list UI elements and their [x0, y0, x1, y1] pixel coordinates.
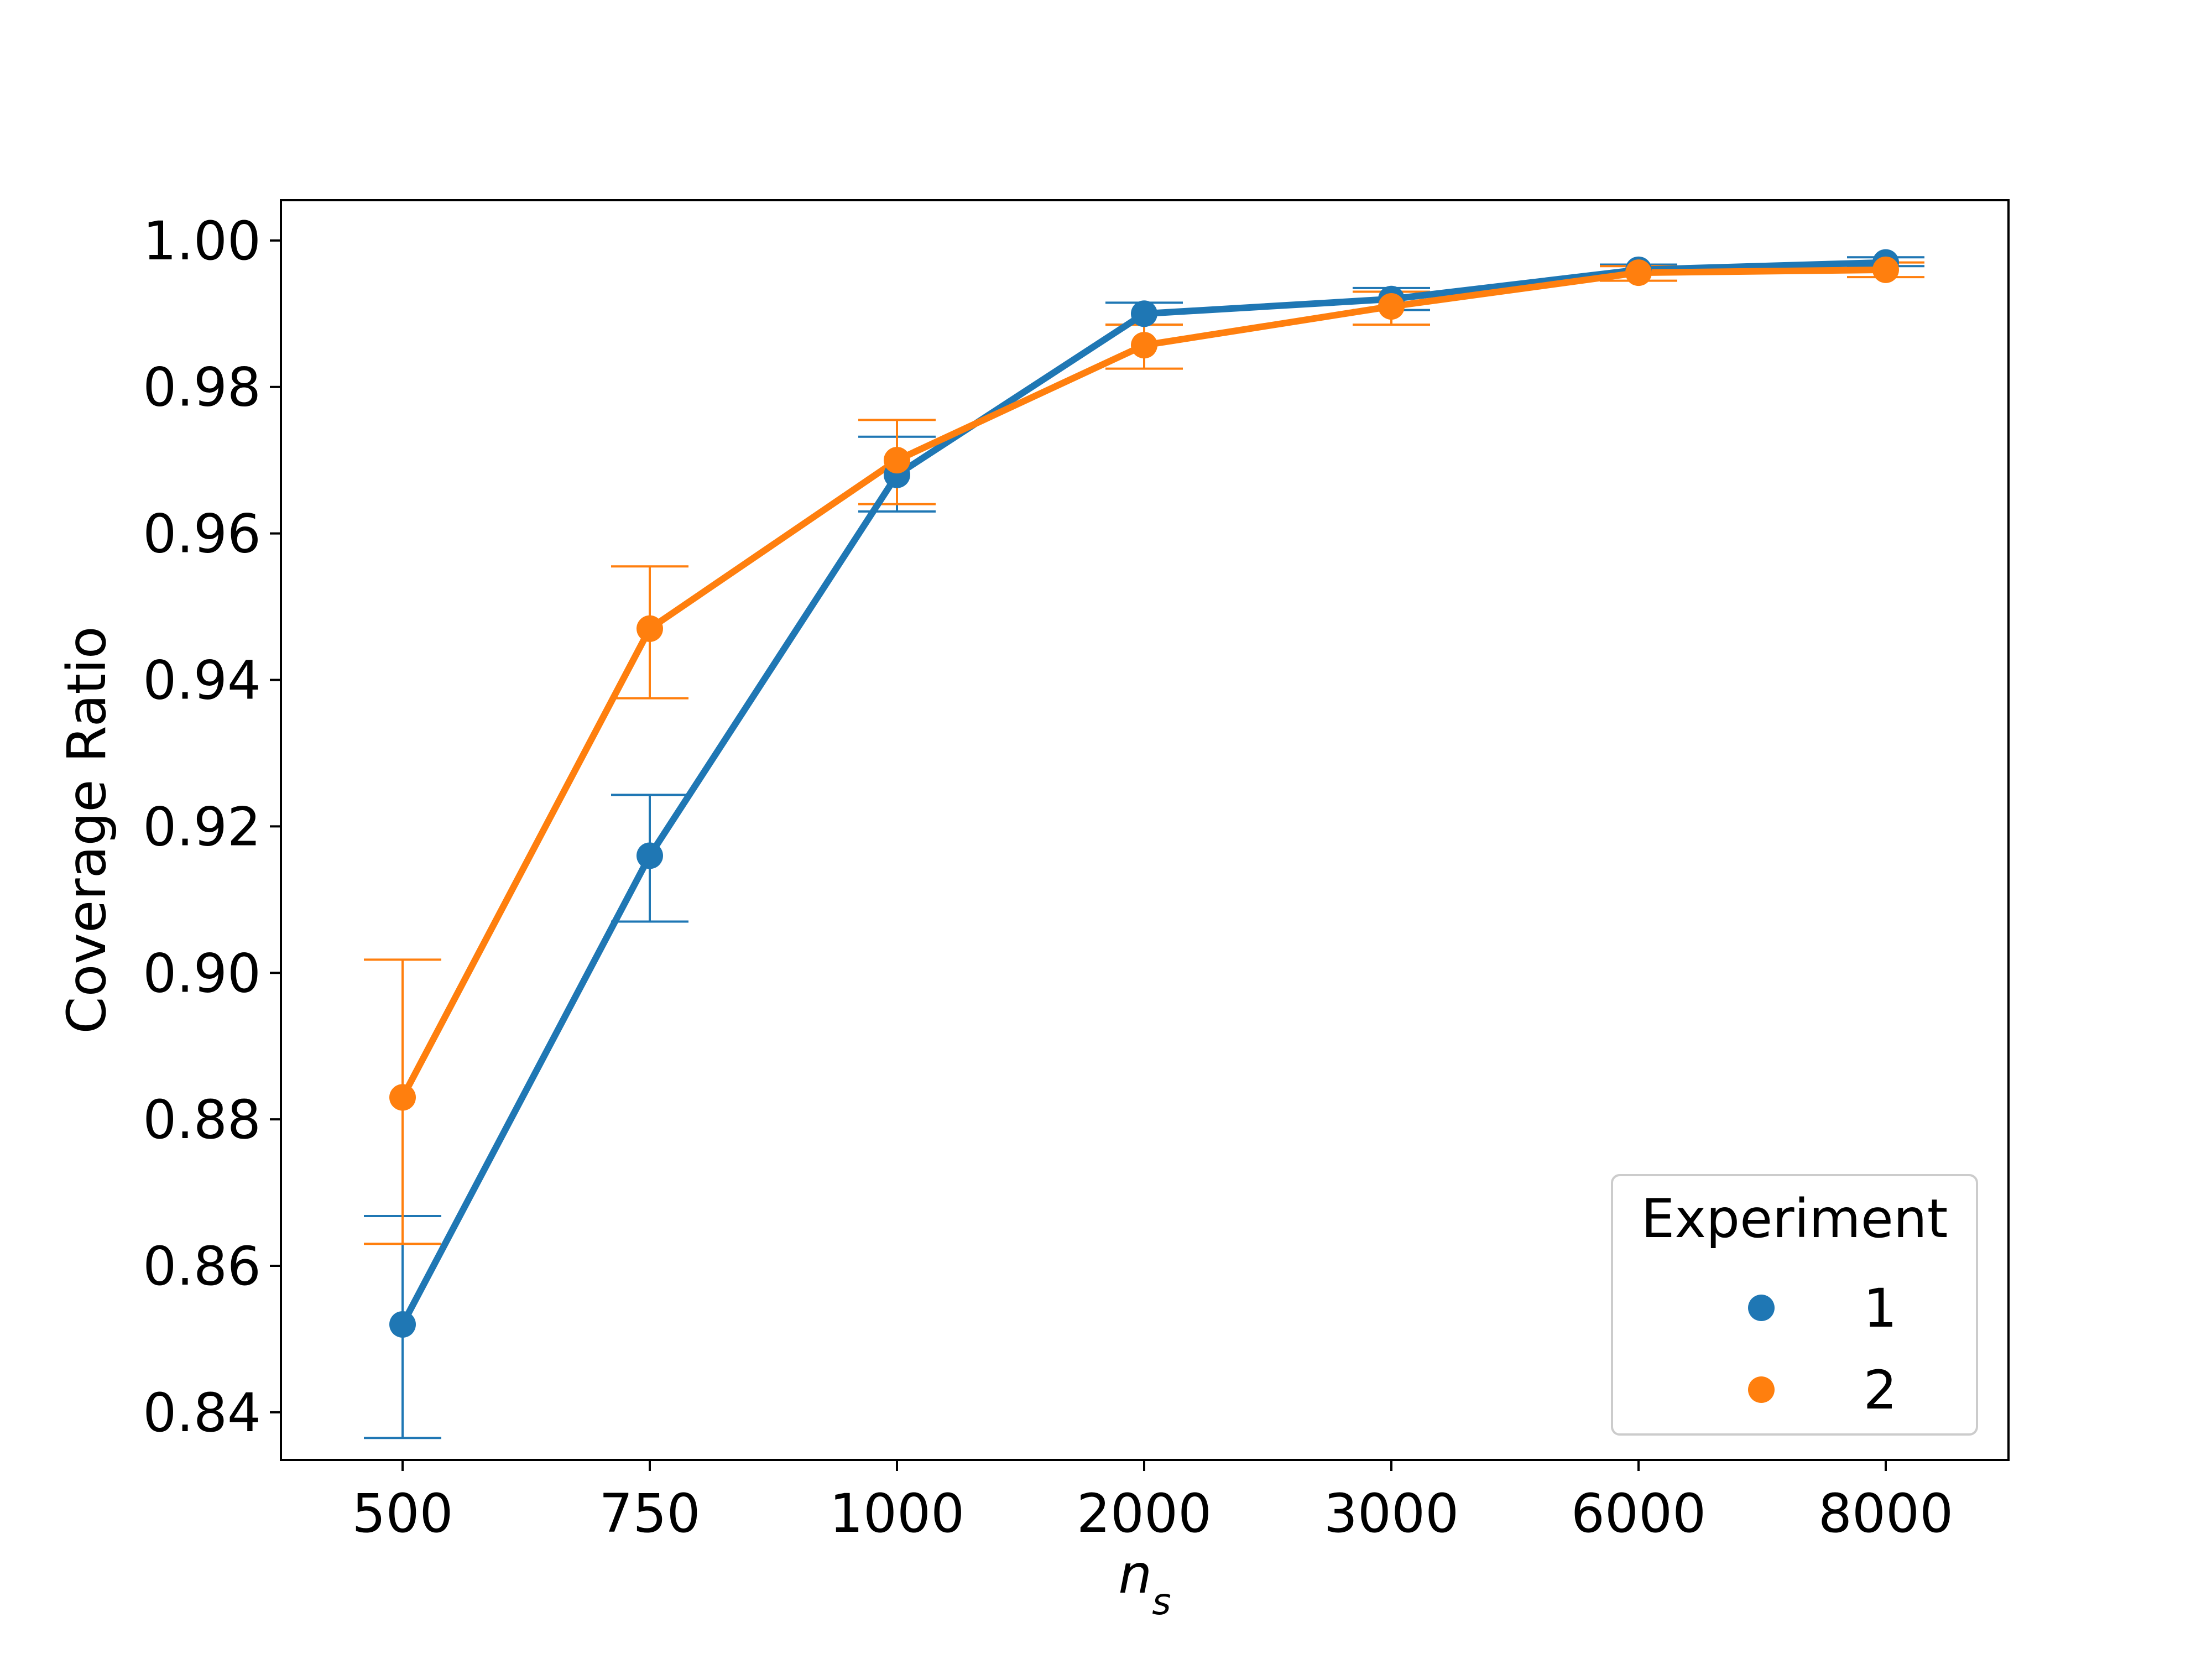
x-tick-label: 2000	[1077, 1483, 1212, 1545]
y-tick-label: 0.88	[143, 1089, 261, 1151]
legend-items: 12	[1748, 1277, 1897, 1421]
data-point-2	[1378, 293, 1405, 320]
data-point-2	[389, 1084, 416, 1111]
y-tick-label: 0.98	[143, 357, 261, 419]
data-point-2	[637, 615, 663, 642]
x-tick-label: 8000	[1818, 1483, 1953, 1545]
legend-marker-2	[1748, 1376, 1775, 1403]
y-tick-label: 0.94	[143, 649, 261, 711]
y-tick-label: 0.90	[143, 942, 261, 1004]
data-point-1	[389, 1311, 416, 1338]
x-tick-label: 6000	[1571, 1483, 1706, 1545]
y-tick-label: 0.86	[143, 1235, 261, 1297]
data-point-2	[1625, 259, 1652, 286]
x-axis-label: ns	[1118, 1543, 1171, 1623]
legend: Experiment 12	[1611, 1174, 1978, 1436]
data-point-2	[1131, 332, 1157, 359]
data-point-2	[884, 447, 910, 474]
y-axis-ticks: 0.84 0.86 0.88 0.90 0.92 0.94 0.96 0.98 1.00	[143, 210, 281, 1444]
legend-label-2: 2	[1863, 1359, 1897, 1421]
x-tick-label: 500	[352, 1483, 453, 1545]
y-axis-label: Coverage Ratio	[56, 627, 118, 1034]
x-axis-ticks: 500 750 1000 2000 3000 6000 8000	[352, 1460, 1953, 1545]
y-tick-label: 0.92	[143, 796, 261, 858]
data-point-1	[637, 842, 663, 869]
x-tick-label: 3000	[1324, 1483, 1459, 1545]
data-point-1	[1131, 300, 1157, 327]
y-tick-label: 0.84	[143, 1382, 261, 1444]
data-point-2	[1872, 256, 1899, 283]
y-tick-label: 0.96	[143, 503, 261, 565]
legend-marker-1	[1748, 1295, 1775, 1321]
x-tick-label: 750	[599, 1483, 700, 1545]
legend-label-1: 1	[1863, 1277, 1897, 1339]
y-tick-label: 1.00	[143, 210, 261, 272]
data-point-layer	[389, 249, 1899, 1338]
legend-title: Experiment	[1641, 1188, 1948, 1250]
legend-box	[1611, 1174, 1978, 1436]
x-tick-label: 1000	[830, 1483, 964, 1545]
